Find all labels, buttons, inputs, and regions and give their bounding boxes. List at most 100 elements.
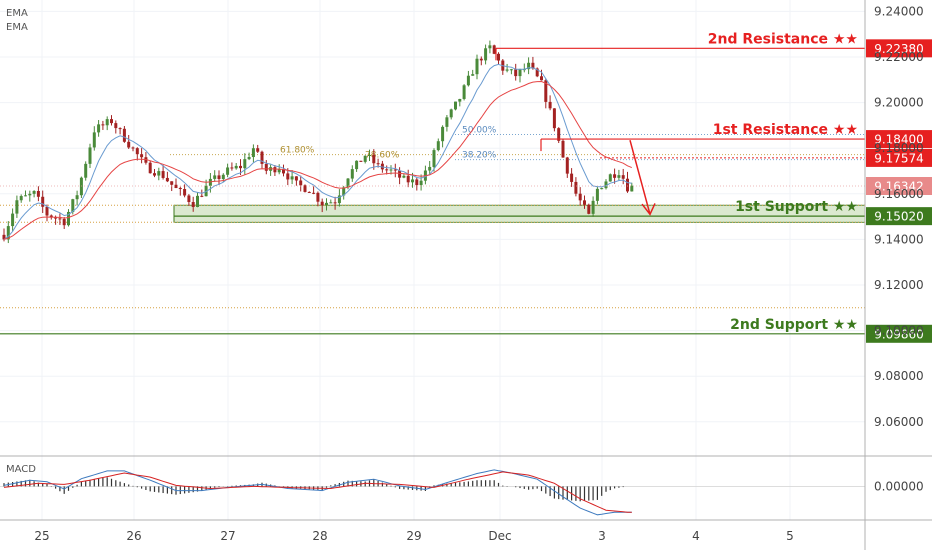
candle-body (101, 124, 105, 126)
candle-body (28, 193, 32, 196)
candle-body (62, 218, 66, 226)
candle-body (316, 192, 320, 202)
candle-body (608, 174, 612, 182)
candle-body (561, 140, 565, 158)
y-tick-label: 9.24000 (874, 4, 924, 18)
candle-body (2, 234, 6, 240)
ema-label-2[interactable]: EMA (6, 22, 28, 33)
y-tick-label: 9.06000 (874, 415, 924, 429)
candle-body (54, 217, 58, 219)
price-box-sup1 (866, 207, 932, 226)
candle-body (518, 69, 522, 77)
candle-body (329, 202, 333, 204)
y-tick-label: 9.18000 (874, 141, 924, 155)
candle-body (36, 190, 40, 197)
candle-body (140, 154, 144, 158)
y-tick-label: 9.16000 (874, 187, 924, 201)
candle-body (372, 154, 376, 164)
macd-tick-label: 0.00000 (874, 479, 924, 493)
price-value-sup1: 9.15020 (874, 210, 924, 224)
candle-body (441, 126, 445, 142)
x-tick-label: 4 (692, 529, 700, 543)
candle-body (230, 167, 234, 169)
candle-body (342, 187, 346, 196)
x-tick-label: 26 (126, 529, 141, 543)
projection-arrow (629, 140, 656, 216)
candle-body (88, 147, 92, 164)
ema-label-1[interactable]: EMA (6, 8, 28, 19)
candle-body (32, 190, 36, 194)
candle-body (346, 178, 350, 188)
candle-body (84, 163, 88, 178)
candle-body (458, 98, 462, 102)
candle-body (359, 160, 363, 162)
candle-body (428, 166, 432, 171)
candle-body (277, 169, 281, 173)
candle-body (260, 151, 264, 164)
candle-body (570, 173, 574, 182)
candle-body (630, 185, 634, 192)
candle-body (389, 169, 393, 171)
level-label-sup1: 1st Support ★★ (735, 199, 858, 215)
level-label-res1: 1st Resistance ★★ (713, 122, 858, 138)
x-tick-label: 5 (786, 529, 794, 543)
macd-pane (0, 455, 932, 516)
candle-body (174, 184, 178, 188)
candle-body (527, 62, 531, 70)
candle-body (196, 195, 199, 208)
arrow-shaft (629, 140, 651, 215)
candle-body (19, 196, 23, 201)
candle-body (411, 179, 414, 183)
candle-body (509, 69, 513, 71)
candle-body (307, 191, 311, 193)
candle-body (385, 169, 389, 171)
candle-body (200, 195, 204, 197)
price-value-current: 9.16342 (874, 180, 924, 194)
candle-body (325, 202, 328, 206)
candle-body (303, 185, 307, 192)
price-value-sup2: 9.09860 (874, 327, 924, 341)
candle-body (243, 159, 247, 169)
candle-body (251, 148, 255, 158)
candle-body (247, 157, 251, 160)
candle-body (183, 189, 187, 196)
candle-body (92, 132, 96, 148)
candle-body (355, 160, 359, 170)
candle-body (492, 45, 496, 54)
candle-body (256, 148, 260, 152)
grid-lines (0, 0, 865, 520)
candle-body (419, 180, 423, 186)
candle-body (436, 141, 440, 151)
macd-label[interactable]: MACD (6, 464, 36, 475)
candle-body (617, 175, 621, 178)
candle-body (565, 157, 569, 174)
signal-line (3, 471, 632, 513)
candle-body (226, 167, 230, 175)
candle-body (294, 176, 298, 181)
candles (2, 40, 634, 244)
candle-body (11, 213, 15, 227)
candle-body (587, 204, 591, 214)
macd-line (3, 469, 632, 516)
price-box-res1 (866, 130, 932, 149)
x-tick-label: 25 (34, 529, 49, 543)
candle-body (535, 68, 539, 77)
fib-label: 38.20% (462, 151, 497, 161)
candle-body (49, 215, 53, 218)
candle-body (484, 48, 488, 61)
candle-body (213, 175, 217, 179)
fibonacci-lines: 61.80% 78.60% 50.00% 38.20% (0, 126, 865, 309)
candle-body (239, 165, 242, 169)
candle-body (320, 201, 324, 206)
x-tick-label: 27 (220, 529, 235, 543)
candle-body (191, 202, 195, 208)
candle-body (114, 123, 118, 129)
candle-body (574, 181, 578, 194)
candle-body (58, 218, 62, 220)
y-tick-label: 9.20000 (874, 96, 924, 110)
candle-body (578, 193, 582, 201)
candle-body (488, 45, 492, 49)
price-box-res2 (866, 39, 932, 58)
